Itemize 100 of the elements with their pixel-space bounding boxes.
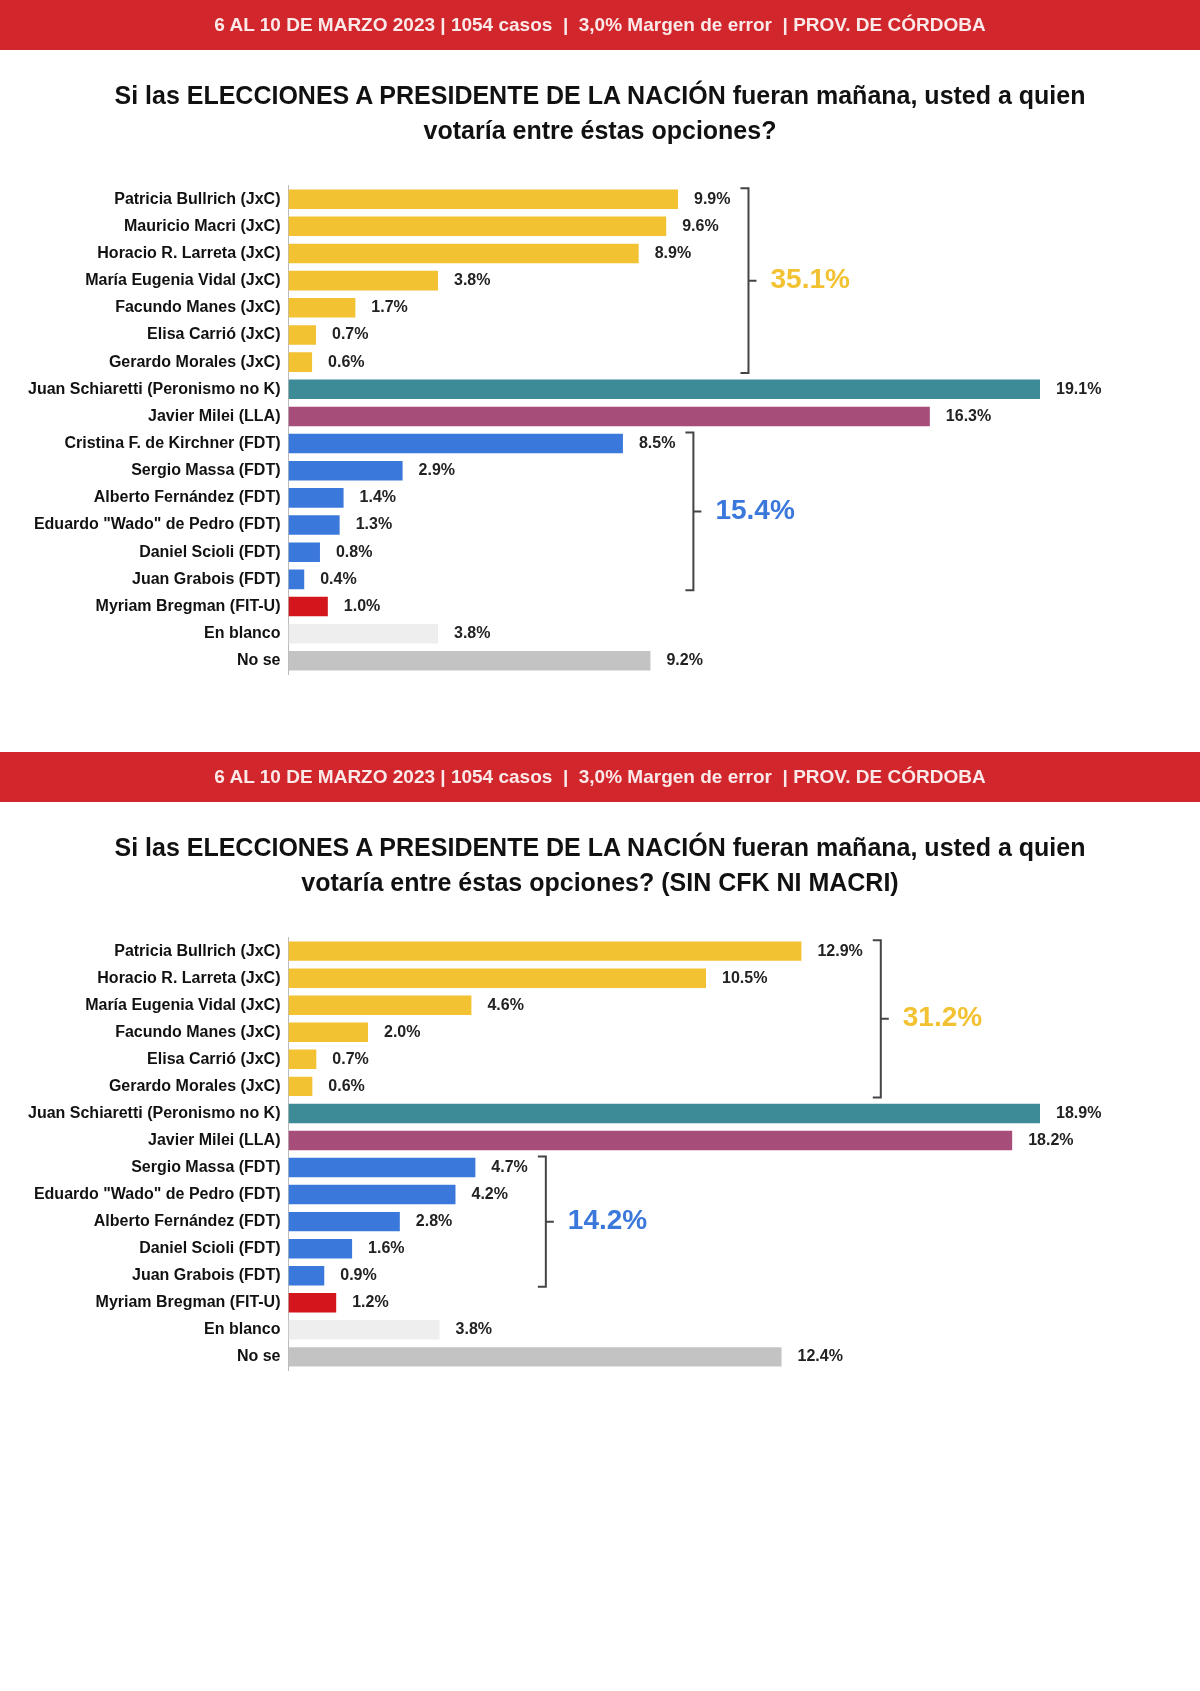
data-label: 12.9% xyxy=(817,941,863,959)
y-tick-label: Juan Grabois (FDT) xyxy=(132,1266,281,1284)
y-tick-label: Elisa Carrió (JxC) xyxy=(147,325,281,343)
data-label: 0.4% xyxy=(320,569,357,587)
data-label: 9.6% xyxy=(682,216,719,234)
bar xyxy=(288,216,667,237)
bar xyxy=(288,1320,440,1340)
data-label: 19.1% xyxy=(1056,379,1102,397)
bar xyxy=(288,941,802,961)
data-label: 8.9% xyxy=(654,243,692,261)
y-tick-label: Sergio Massa (FDT) xyxy=(131,461,281,479)
data-label: 0.9% xyxy=(340,1266,377,1284)
y-tick-label: Patricia Bullrich (JxC) xyxy=(114,941,281,959)
y-tick-label: Juan Schiaretti (Peronismo no K) xyxy=(28,1103,281,1121)
data-label: 0.7% xyxy=(332,1049,369,1067)
y-tick-label: Cristina F. de Kirchner (FDT) xyxy=(64,433,281,451)
y-tick-label: Patricia Bullrich (JxC) xyxy=(114,189,281,207)
data-label: 0.8% xyxy=(335,542,373,560)
y-tick-label: María Eugenia Vidal (JxC) xyxy=(85,995,281,1013)
data-label: 3.8% xyxy=(454,271,491,289)
y-tick-label: En blanco xyxy=(204,1320,281,1338)
bar xyxy=(288,406,930,427)
bar xyxy=(288,1211,400,1232)
data-label: 9.9% xyxy=(694,189,731,207)
data-label: 12.4% xyxy=(797,1347,843,1365)
chart-subtitle: 6 AL 10 DE MARZO 2023 | 1054 casos | 3,0% Margen de error | PROV. DE CÓRDOBA xyxy=(0,752,1200,802)
data-label: 1.7% xyxy=(371,298,408,316)
bar xyxy=(288,325,317,345)
bar xyxy=(288,596,328,617)
chart-title: Si las ELECCIONES A PRESIDENTE DE LA NACIÓN fueran mañana, usted a quien votaría entre éstas opciones? xyxy=(113,79,1087,146)
data-label: 2.8% xyxy=(415,1212,453,1230)
bar xyxy=(288,243,639,264)
data-label: 3.8% xyxy=(455,1320,493,1338)
data-label: 9.2% xyxy=(666,651,703,669)
bar xyxy=(288,1130,1013,1151)
y-tick-label: Javier Milei (LLA) xyxy=(148,1130,281,1148)
data-label: 1.2% xyxy=(352,1293,389,1311)
y-tick-label: Eduardo "Wado" de Pedro (FDT) xyxy=(33,1184,281,1202)
data-label: 0.7% xyxy=(332,325,369,343)
data-label: 4.7% xyxy=(491,1157,528,1175)
data-label: 0.6% xyxy=(328,352,365,370)
y-tick-label: Alberto Fernández (FDT) xyxy=(93,488,281,506)
data-label: 1.0% xyxy=(343,596,381,614)
y-tick-label: Gerardo Morales (JxC) xyxy=(108,352,281,370)
y-tick-label: Eduardo "Wado" de Pedro (FDT) xyxy=(33,515,281,533)
data-label: 8.5% xyxy=(638,433,676,451)
data-label: 2.9% xyxy=(418,461,456,479)
bar xyxy=(288,189,679,209)
bar xyxy=(288,1293,337,1313)
bar xyxy=(288,542,320,562)
y-tick-label: Juan Grabois (FDT) xyxy=(132,569,281,587)
y-tick-label: Myriam Bregman (FIT-U) xyxy=(95,1293,281,1311)
bar xyxy=(288,352,313,372)
y-tick-label: Juan Schiaretti (Peronismo no K) xyxy=(28,379,281,397)
y-tick-label: Daniel Scioli (FDT) xyxy=(139,542,281,560)
data-label: 16.3% xyxy=(945,406,992,424)
bar xyxy=(288,1103,1040,1124)
y-tick-label: Javier Milei (LLA) xyxy=(148,406,281,424)
bar xyxy=(288,651,651,671)
bar xyxy=(288,1022,369,1043)
annotation: 14.2% xyxy=(567,1204,648,1236)
bar xyxy=(288,1076,313,1097)
bar xyxy=(288,623,438,644)
y-tick-label: No se xyxy=(236,1347,281,1365)
y-tick-label: Facundo Manes (JxC) xyxy=(115,1022,281,1040)
bar xyxy=(288,433,623,454)
data-label: 2.0% xyxy=(384,1022,421,1040)
data-label: 10.5% xyxy=(721,968,768,986)
y-tick-label: Elisa Carrió (JxC) xyxy=(147,1049,281,1067)
y-tick-label: Horacio R. Larreta (JxC) xyxy=(97,243,281,261)
chart-title: Si las ELECCIONES A PRESIDENTE DE LA NACIÓN fueran mañana, usted a quien votaría entre éstas opciones? (SIN CFK NI MACRI) xyxy=(113,831,1087,898)
bar xyxy=(288,1265,325,1286)
y-tick-label: En blanco xyxy=(204,624,281,642)
bar xyxy=(288,1157,476,1178)
bar xyxy=(288,298,356,318)
bar xyxy=(288,1238,353,1259)
data-label: 4.6% xyxy=(487,995,524,1013)
bar xyxy=(288,995,472,1015)
bar xyxy=(288,968,706,988)
y-tick-label: Facundo Manes (JxC) xyxy=(115,298,281,316)
bar xyxy=(288,270,438,291)
data-label: 18.2% xyxy=(1028,1130,1074,1148)
annotation: 31.2% xyxy=(902,1001,983,1033)
y-tick-label: Mauricio Macri (JxC) xyxy=(124,216,281,234)
bar xyxy=(288,515,340,535)
data-label: 1.4% xyxy=(359,488,397,506)
bar xyxy=(288,1347,782,1367)
data-label: 4.2% xyxy=(471,1184,508,1202)
y-tick-label: Horacio R. Larreta (JxC) xyxy=(97,968,281,986)
y-tick-label: María Eugenia Vidal (JxC) xyxy=(85,271,281,289)
bar xyxy=(288,569,305,590)
bar xyxy=(288,1049,317,1070)
chart-subtitle: 6 AL 10 DE MARZO 2023 | 1054 casos | 3,0% Margen de error | PROV. DE CÓRDOBA xyxy=(0,0,1200,50)
data-label: 3.8% xyxy=(454,624,491,642)
annotation: 35.1% xyxy=(770,263,850,295)
y-tick-label: No se xyxy=(236,651,281,669)
bar xyxy=(288,1184,456,1205)
y-tick-label: Alberto Fernández (FDT) xyxy=(93,1212,281,1230)
y-tick-label: Gerardo Morales (JxC) xyxy=(108,1076,281,1094)
data-label: 1.3% xyxy=(355,515,393,533)
